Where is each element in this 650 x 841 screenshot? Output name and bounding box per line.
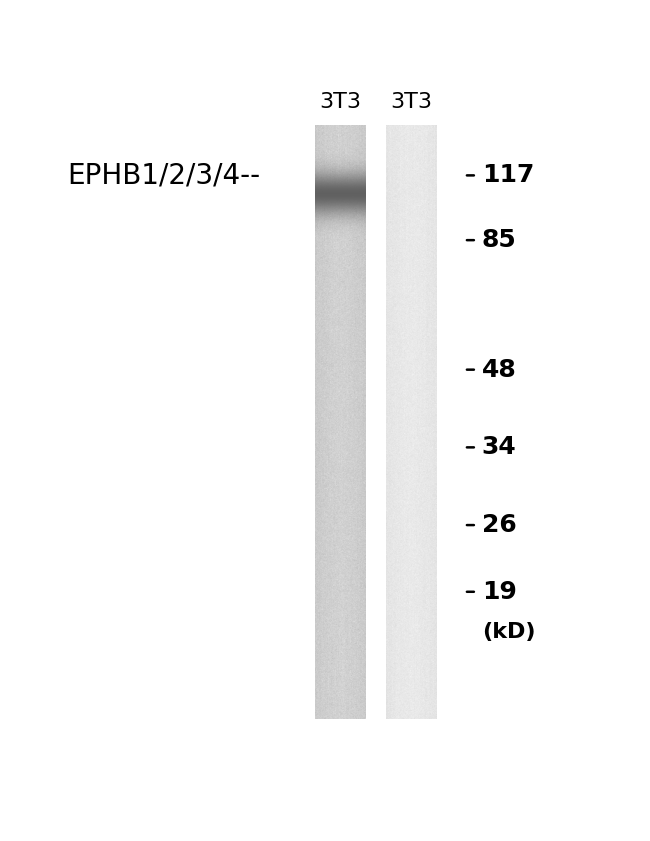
Text: (kD): (kD): [482, 622, 535, 642]
Text: 3T3: 3T3: [320, 92, 361, 112]
Text: 85: 85: [482, 228, 517, 252]
Text: 19: 19: [482, 579, 517, 604]
Text: 34: 34: [482, 436, 517, 459]
Text: 117: 117: [482, 163, 534, 188]
Text: 26: 26: [482, 513, 517, 537]
Text: EPHB1/2/3/4--: EPHB1/2/3/4--: [67, 161, 260, 189]
Text: 3T3: 3T3: [390, 92, 432, 112]
Text: 48: 48: [482, 357, 517, 382]
